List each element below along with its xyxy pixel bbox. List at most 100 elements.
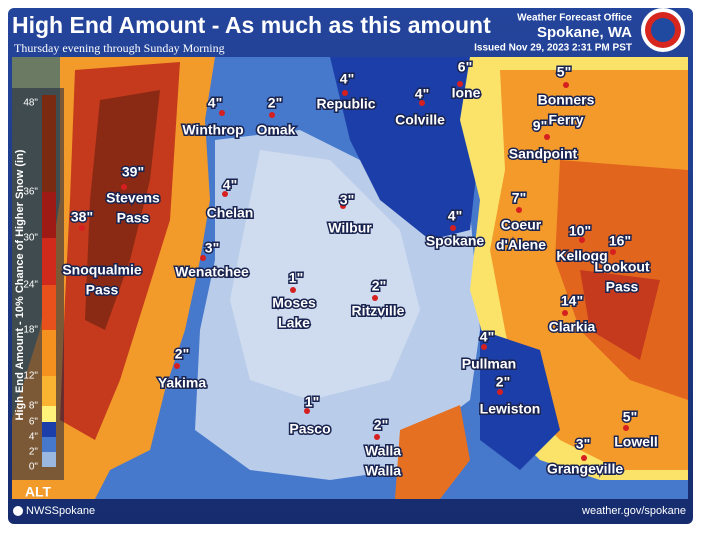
nws-logo — [641, 8, 685, 52]
city-name: Lewiston — [480, 401, 541, 417]
city-dot — [450, 225, 456, 231]
amount: 7" — [512, 190, 526, 206]
city-dot — [562, 310, 568, 316]
city-name: Bonners — [538, 92, 595, 108]
city-name: Grangeville — [547, 461, 623, 477]
legend-title: High End Amount - 10% Chance of Higher S… — [14, 149, 26, 420]
city-name: Pasco — [289, 421, 330, 437]
amount: 4" — [208, 95, 222, 111]
amount: 38" — [71, 209, 93, 225]
office: Weather Forecast Office — [517, 13, 632, 24]
amount: 2" — [268, 95, 282, 111]
amount: 5" — [557, 64, 571, 80]
city-dot — [544, 134, 550, 140]
city-name: Colville — [395, 112, 445, 128]
legend-tick: 30" — [23, 233, 38, 244]
url[interactable]: weather.gov/spokane — [581, 505, 686, 517]
amount: 10" — [569, 223, 591, 239]
amount: 1" — [289, 270, 303, 286]
amount: 2" — [175, 346, 189, 362]
legend-tick: 0" — [29, 462, 39, 473]
city-dot — [563, 82, 569, 88]
legend-tick: 4" — [29, 432, 39, 443]
places: 4" Winthrop 2" Omak 4" Republic 4" Colville 6" Io… — [61, 57, 659, 480]
amount: 1" — [305, 394, 319, 410]
city-name: Lake — [278, 315, 310, 331]
amount: 2" — [372, 278, 386, 294]
city-dot — [623, 425, 629, 431]
city-name: Pass — [117, 210, 150, 226]
city-dot — [304, 408, 310, 414]
social[interactable]: NWSSpokane — [26, 505, 95, 517]
city-dot — [340, 203, 346, 209]
city-name: Lowell — [614, 434, 658, 450]
city-name: Coeur — [501, 217, 542, 233]
legend-tick: 36" — [23, 187, 38, 198]
city-name: Kellogg — [556, 248, 607, 264]
city-name: Ione — [452, 85, 481, 101]
city-name: Omak — [257, 122, 296, 138]
city-name: Walla — [365, 463, 401, 479]
city-dot — [457, 81, 463, 87]
amount: 2" — [374, 417, 388, 433]
amount: 3" — [576, 436, 590, 452]
city-name: Spokane — [426, 233, 485, 249]
legend-tick: 2" — [29, 447, 39, 458]
amount: 4" — [340, 71, 354, 87]
amount: 39" — [122, 164, 144, 180]
amount: 5" — [623, 409, 637, 425]
legend-tick: 18" — [23, 325, 38, 336]
city-name: d'Alene — [496, 237, 546, 253]
legend-tick: 6" — [29, 417, 39, 428]
legend-tick: 8" — [29, 401, 39, 412]
city-name: Pullman — [462, 356, 516, 372]
amount: 3" — [205, 240, 219, 256]
amount: 14" — [561, 293, 583, 309]
city-dot — [222, 191, 228, 197]
city-name: Lookout — [594, 259, 650, 275]
city-dot — [79, 225, 85, 231]
city-name: Ritzville — [352, 303, 405, 319]
city-dot — [481, 344, 487, 350]
city-dot — [516, 207, 522, 213]
amount: 4" — [223, 177, 237, 193]
city-dot — [497, 389, 503, 395]
issued: Issued Nov 29, 2023 2:31 PM PST — [474, 43, 632, 54]
amount: 9" — [533, 118, 547, 134]
city-name: Walla — [365, 443, 401, 459]
city-name: Pass — [86, 282, 119, 298]
amount: 4" — [415, 86, 429, 102]
city-dot — [174, 363, 180, 369]
city-name: Ferry — [548, 112, 583, 128]
city-name: Winthrop — [182, 122, 243, 138]
city-name: Wenatchee — [175, 264, 249, 280]
city-dot — [579, 237, 585, 243]
city-dot — [269, 112, 275, 118]
city-dot — [610, 249, 616, 255]
legend-tick: 48" — [23, 98, 38, 109]
city-name: Moses — [272, 295, 316, 311]
city-name: Yakima — [158, 375, 206, 391]
amount: 4" — [480, 329, 494, 345]
location: Spokane, WA — [537, 24, 632, 41]
amount: 2" — [496, 374, 510, 390]
city-dot — [219, 110, 225, 116]
city-name: Sandpoint — [509, 146, 578, 162]
city-name: Wilbur — [328, 220, 372, 236]
city-name: Pass — [606, 279, 639, 295]
city-dot — [121, 184, 127, 190]
city-name: Stevens — [106, 190, 160, 206]
city-dot — [374, 434, 380, 440]
amount: 4" — [448, 208, 462, 224]
subtitle: Thursday evening through Sunday Morning — [14, 41, 225, 55]
city-name: Chelan — [207, 205, 254, 221]
amount: 16" — [609, 233, 631, 249]
city-name: Snoqualmie — [62, 262, 142, 278]
amount: 3" — [340, 192, 354, 208]
city-name: Clarkia — [549, 319, 596, 335]
legend-tick: 24" — [23, 280, 38, 291]
legend-tick: 12" — [23, 371, 38, 382]
city-dot — [342, 90, 348, 96]
city-dot — [372, 295, 378, 301]
map — [12, 57, 688, 499]
